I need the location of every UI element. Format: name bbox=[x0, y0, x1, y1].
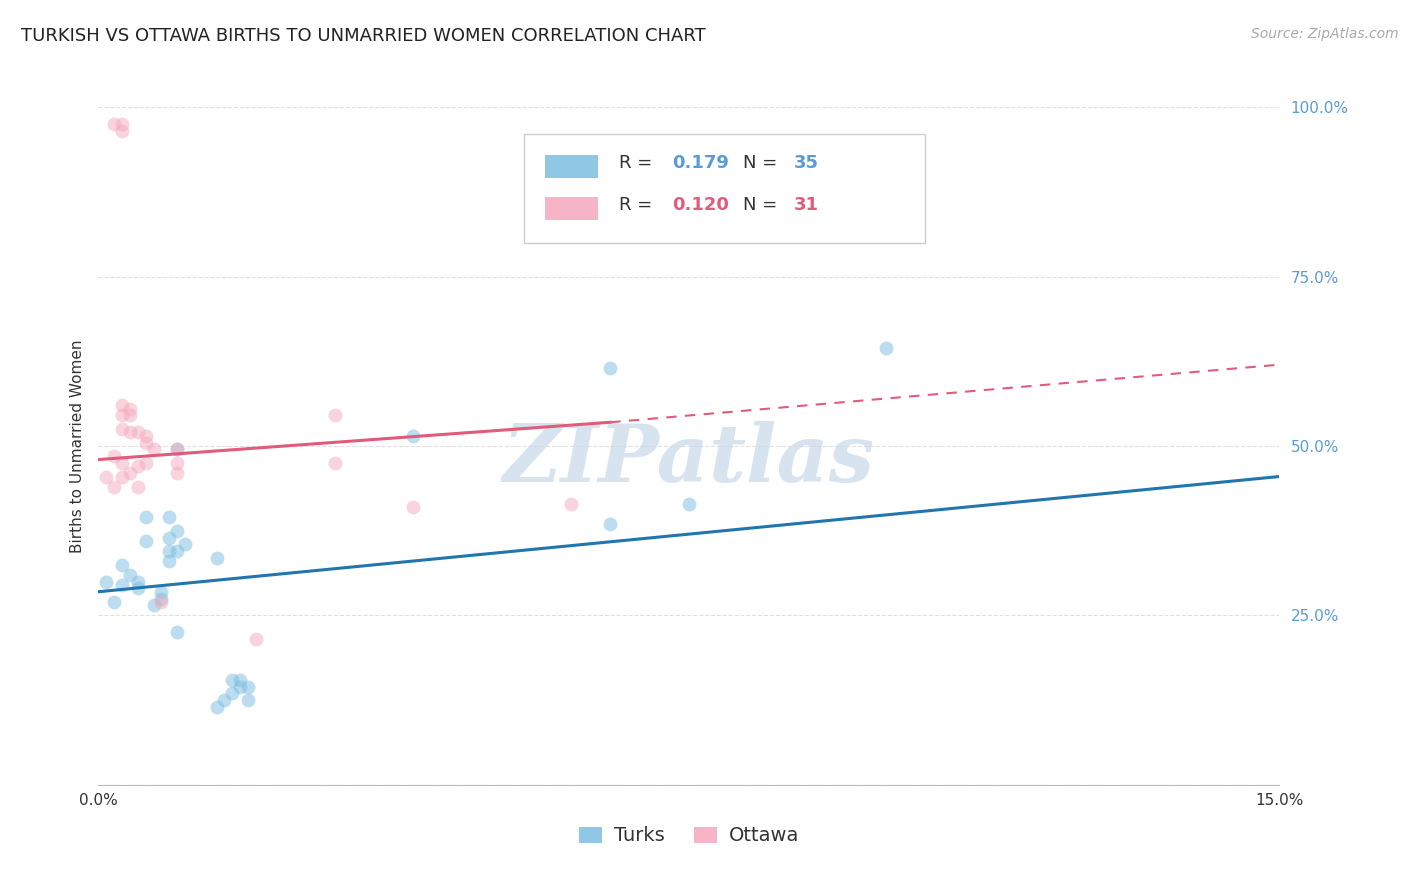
Point bbox=[127, 574, 149, 589]
FancyBboxPatch shape bbox=[546, 197, 598, 220]
Point bbox=[166, 456, 188, 470]
Text: TURKISH VS OTTAWA BIRTHS TO UNMARRIED WOMEN CORRELATION CHART: TURKISH VS OTTAWA BIRTHS TO UNMARRIED WO… bbox=[21, 27, 706, 45]
Point bbox=[323, 456, 346, 470]
FancyBboxPatch shape bbox=[546, 155, 598, 178]
Point bbox=[229, 680, 252, 694]
Point bbox=[157, 510, 180, 524]
Text: 0.179: 0.179 bbox=[672, 153, 730, 171]
Point bbox=[96, 469, 118, 483]
Point bbox=[127, 480, 149, 494]
Point bbox=[599, 361, 621, 376]
Point bbox=[111, 558, 134, 572]
Point bbox=[111, 469, 134, 483]
Point bbox=[111, 117, 134, 131]
Point bbox=[127, 582, 149, 596]
Point bbox=[599, 516, 621, 531]
Point bbox=[111, 422, 134, 436]
Point bbox=[166, 442, 188, 457]
Point bbox=[118, 466, 141, 480]
Point bbox=[135, 533, 157, 548]
Point bbox=[103, 480, 125, 494]
Text: N =: N = bbox=[744, 196, 783, 214]
Point bbox=[103, 449, 125, 463]
Point bbox=[142, 442, 165, 457]
Point bbox=[111, 409, 134, 423]
Point bbox=[166, 524, 188, 538]
FancyBboxPatch shape bbox=[523, 134, 925, 243]
Point bbox=[157, 531, 180, 545]
Text: 31: 31 bbox=[794, 196, 820, 214]
Point bbox=[157, 554, 180, 568]
Point bbox=[166, 625, 188, 640]
Point bbox=[127, 459, 149, 474]
Point bbox=[142, 599, 165, 613]
Point bbox=[221, 673, 243, 687]
Point bbox=[150, 591, 173, 606]
Point bbox=[118, 401, 141, 416]
Point bbox=[118, 409, 141, 423]
Point bbox=[678, 497, 700, 511]
Point bbox=[236, 693, 259, 707]
Point bbox=[205, 700, 228, 714]
Point bbox=[875, 341, 897, 355]
Point bbox=[135, 456, 157, 470]
Point bbox=[323, 409, 346, 423]
Point bbox=[221, 686, 243, 700]
Point bbox=[205, 550, 228, 565]
Y-axis label: Births to Unmarried Women: Births to Unmarried Women bbox=[69, 339, 84, 553]
Point bbox=[150, 595, 173, 609]
Point bbox=[214, 693, 236, 707]
Text: ZIPatlas: ZIPatlas bbox=[503, 421, 875, 499]
Point bbox=[118, 567, 141, 582]
Point bbox=[402, 429, 425, 443]
Point bbox=[135, 510, 157, 524]
Point bbox=[135, 429, 157, 443]
Legend: Turks, Ottawa: Turks, Ottawa bbox=[571, 819, 807, 854]
Point bbox=[135, 435, 157, 450]
Point bbox=[111, 124, 134, 138]
Text: N =: N = bbox=[744, 153, 783, 171]
Point bbox=[245, 632, 267, 647]
Point bbox=[560, 497, 582, 511]
Text: 0.120: 0.120 bbox=[672, 196, 730, 214]
Point bbox=[166, 544, 188, 558]
Text: 35: 35 bbox=[794, 153, 820, 171]
Text: Source: ZipAtlas.com: Source: ZipAtlas.com bbox=[1251, 27, 1399, 41]
Point bbox=[111, 578, 134, 592]
Point bbox=[118, 425, 141, 440]
Point bbox=[103, 117, 125, 131]
Point bbox=[111, 456, 134, 470]
Point bbox=[166, 466, 188, 480]
Text: R =: R = bbox=[619, 196, 658, 214]
Point bbox=[166, 442, 188, 457]
Point bbox=[127, 425, 149, 440]
Point bbox=[150, 584, 173, 599]
Point bbox=[174, 537, 197, 551]
Point bbox=[402, 500, 425, 514]
Point bbox=[96, 574, 118, 589]
Point bbox=[103, 595, 125, 609]
Point bbox=[157, 544, 180, 558]
Point bbox=[229, 673, 252, 687]
Point bbox=[236, 680, 259, 694]
Text: R =: R = bbox=[619, 153, 658, 171]
Point bbox=[111, 398, 134, 412]
